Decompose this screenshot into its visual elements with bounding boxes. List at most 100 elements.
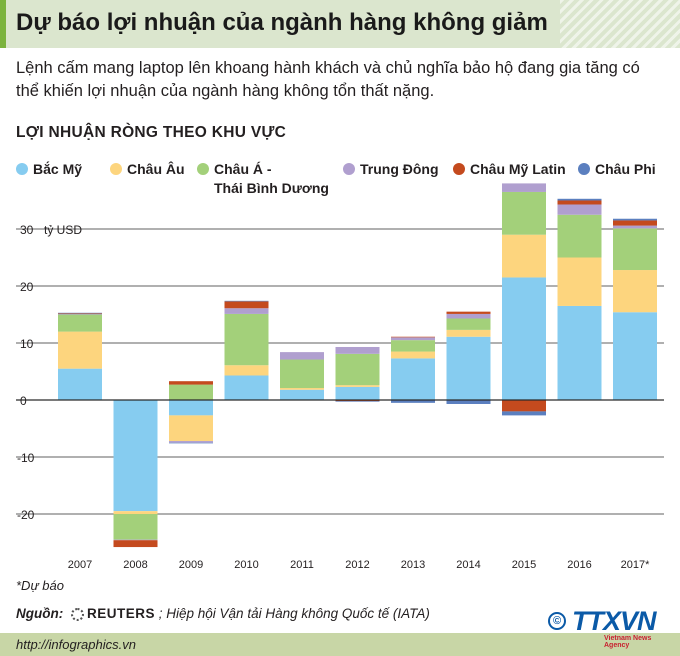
legend-label: Bắc Mỹ: [33, 161, 83, 177]
bar-segment: [335, 385, 380, 387]
bar-segment: [280, 389, 324, 400]
bar-segment: [446, 311, 491, 314]
bar-segment: [280, 359, 324, 389]
legend-label: Châu Phi: [595, 161, 656, 177]
bar-segment: [335, 346, 380, 354]
bar-segment: [335, 353, 380, 386]
bar-segment: [613, 228, 657, 271]
y-tick-label: 10: [20, 337, 34, 351]
bar-segment: [169, 381, 213, 385]
x-tick-label: 2014: [456, 559, 480, 571]
bar-segment: [391, 337, 435, 341]
copyright-icon: ©: [548, 612, 566, 630]
bar-segment: [224, 313, 269, 366]
bar-segment: [113, 400, 158, 512]
x-tick-label: 2012: [345, 559, 369, 571]
legend-label: Châu Á -: [214, 161, 272, 177]
title-bar: Dự báo lợi nhuận của ngành hàng không gi…: [0, 0, 680, 48]
ttxvn-logo: © TTXVN Vietnam News Agency: [548, 606, 673, 650]
logo-agency: Vietnam News Agency: [604, 635, 652, 649]
bar-segment: [502, 234, 546, 278]
legend-swatch: [578, 163, 590, 175]
x-tick-label: 2015: [512, 559, 536, 571]
bar-segment: [557, 214, 602, 258]
y-unit-label: tỷ USD: [44, 223, 82, 237]
y-tick-label: 30: [20, 223, 34, 237]
bar-segment: [58, 331, 102, 369]
bar-segment: [613, 225, 657, 229]
bar-segment: [58, 368, 102, 400]
bar-segment: [557, 257, 602, 306]
legend-item-chau-my-latin: Châu Mỹ Latin: [453, 160, 566, 179]
bar-segment: [557, 198, 602, 201]
chart-section-title: LỢI NHUẬN RÒNG THEO KHU VỰC: [16, 124, 287, 141]
page-subtitle: Lệnh cấm mang laptop lên khoang hành khá…: [16, 59, 640, 100]
x-tick-label: 2013: [401, 559, 425, 571]
x-tick-label: 2011: [290, 559, 314, 571]
footnote: *Dự báo: [16, 578, 64, 593]
bar-segment: [169, 441, 213, 443]
bar-segment: [58, 313, 102, 315]
bar-segment: [169, 384, 213, 400]
bar-segment: [613, 312, 657, 400]
y-tick-label: -10: [17, 451, 35, 465]
x-tick-label: 2007: [68, 559, 92, 571]
bar-segment: [391, 336, 435, 338]
bar-segment: [613, 220, 657, 226]
bar-segment: [224, 308, 269, 314]
legend-label-line2: Thái Bình Dương: [214, 180, 329, 196]
bar-segment: [58, 314, 102, 332]
legend-label: Trung Đông: [360, 161, 439, 177]
legend-swatch: [110, 163, 122, 175]
legend-swatch: [197, 163, 209, 175]
footer-url[interactable]: http://infographics.vn: [16, 637, 136, 652]
legend-label: Châu Mỹ Latin: [470, 161, 566, 177]
legend-item-chau-au: Châu Âu: [110, 160, 185, 179]
x-tick-label: 2009: [179, 559, 203, 571]
source-line: Nguồn: REUTERS ; Hiệp hội Vận tải Hàng k…: [16, 606, 430, 621]
bar-segment: [446, 318, 491, 330]
bar-segment: [502, 277, 546, 400]
bar-segment: [502, 191, 546, 235]
bar-segment: [557, 200, 602, 205]
bar-segment: [113, 511, 158, 514]
legend-item-chau-phi: Châu Phi: [578, 160, 656, 179]
legend-swatch: [16, 163, 28, 175]
bar-segment: [224, 300, 269, 302]
reuters-icon: [71, 608, 84, 621]
y-tick-label: 20: [20, 280, 34, 294]
bar-segment: [280, 352, 324, 360]
legend-item-trung-dong: Trung Đông: [343, 160, 439, 179]
bar-segment: [502, 400, 546, 412]
source-label: Nguồn:: [16, 606, 64, 621]
bar-segment: [613, 218, 657, 221]
reuters-text: REUTERS: [87, 606, 156, 621]
bar-segment: [335, 401, 380, 402]
logo-brand: TTXVN: [572, 606, 657, 636]
bar-segment: [224, 365, 269, 376]
bar-segment: [502, 183, 546, 192]
legend-swatch: [453, 163, 465, 175]
reuters-logo: REUTERS: [71, 606, 155, 621]
bar-segment: [446, 329, 491, 337]
bar-segment: [391, 351, 435, 359]
bar-segment: [446, 313, 491, 319]
bar-segment: [113, 514, 158, 540]
bar-segment: [58, 312, 102, 314]
bar-segment: [113, 539, 158, 541]
x-tick-label: 2016: [567, 559, 591, 571]
title-accent: [0, 0, 6, 48]
x-tick-label: 2017*: [621, 559, 650, 571]
source-text: ; Hiệp hội Vận tải Hàng không Quốc tế (I…: [155, 606, 430, 621]
bar-segment: [335, 386, 380, 400]
legend-swatch: [343, 163, 355, 175]
x-tick-label: 2010: [234, 559, 258, 571]
title-stripes: [560, 0, 680, 48]
bar-segment: [224, 375, 269, 400]
stacked-bar-chart: -20 -10 0 10 20 30 tỷ USD 2007 2008 2009 2010 2011 2…: [16, 183, 664, 571]
bar-segment: [224, 301, 269, 309]
bar-segment: [169, 442, 213, 444]
bar-segment: [280, 388, 324, 390]
footer-bar: [0, 633, 680, 656]
bar-segment: [391, 340, 435, 352]
